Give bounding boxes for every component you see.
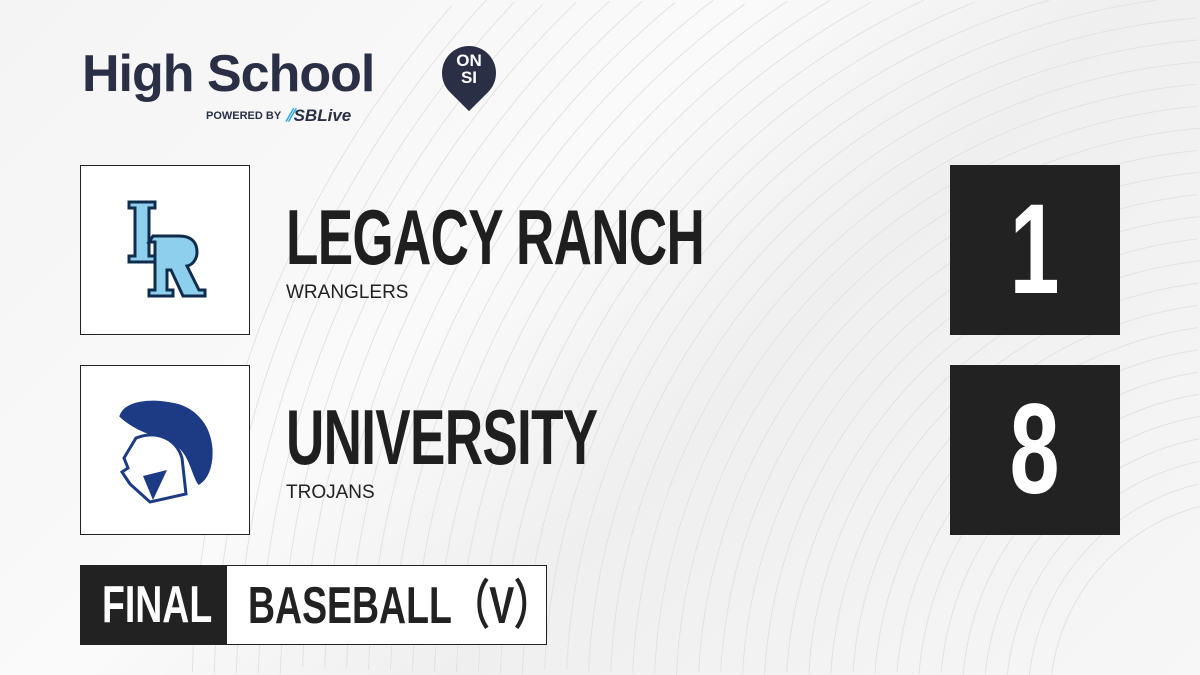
score-value: 1: [1010, 178, 1060, 321]
team-mascot: TROJANS: [286, 482, 375, 503]
badge-top: ON: [456, 51, 482, 70]
background-line: [368, 0, 714, 670]
team-name: LEGACY RANCH: [286, 193, 705, 281]
background-line: [588, 39, 1199, 672]
background-line: [654, 105, 1199, 675]
background-line: [1006, 460, 1200, 675]
background-line: [521, 0, 1050, 675]
sport-label-text: BASEBALL（V）: [248, 577, 552, 635]
background-line: [698, 150, 1198, 672]
powered-by-label: POWERED BY: [206, 110, 282, 122]
background-line: [456, 1, 872, 673]
background-line: [191, 5, 452, 673]
background-line: [390, 3, 745, 671]
background-line: [500, 1, 976, 674]
game-status: FINAL: [80, 565, 226, 645]
game-status-text: FINAL: [102, 576, 213, 634]
sblive-mark-icon: ⫽: [286, 106, 294, 125]
score-value: 8: [1010, 378, 1060, 521]
background-line: [213, 0, 487, 673]
team-logo-university: [80, 365, 250, 535]
team-mascot: WRANGLERS: [286, 282, 409, 303]
background-line: [632, 83, 1197, 674]
background-line: [302, 0, 610, 667]
background-line: [676, 127, 1200, 675]
team-name: UNIVERSITY: [286, 393, 598, 481]
sport-label: BASEBALL（V）: [226, 565, 552, 645]
background-line: [566, 17, 1197, 671]
background-line: [434, 0, 830, 672]
background-line: [346, 2, 676, 669]
team-logo-legacy-ranch: [80, 165, 250, 335]
badge-bottom: SI: [460, 68, 478, 87]
sblive-logo: ⫽SBLive: [286, 106, 351, 126]
background-line: [1028, 483, 1199, 675]
background-line: [412, 0, 788, 671]
background-line: [478, 0, 924, 674]
team-score: 8: [950, 365, 1120, 535]
brand-title: High School: [82, 45, 375, 103]
background-line: [1051, 505, 1200, 674]
background-line: [324, 0, 643, 668]
background-line: [279, 1, 577, 675]
on-si-badge: ON SI: [442, 52, 496, 86]
team-score: 1: [950, 165, 1120, 335]
sblive-wordmark: SBLive: [293, 106, 352, 125]
background-line: [610, 61, 1200, 673]
background-line: [544, 0, 1158, 670]
background-line: [235, 1, 515, 674]
